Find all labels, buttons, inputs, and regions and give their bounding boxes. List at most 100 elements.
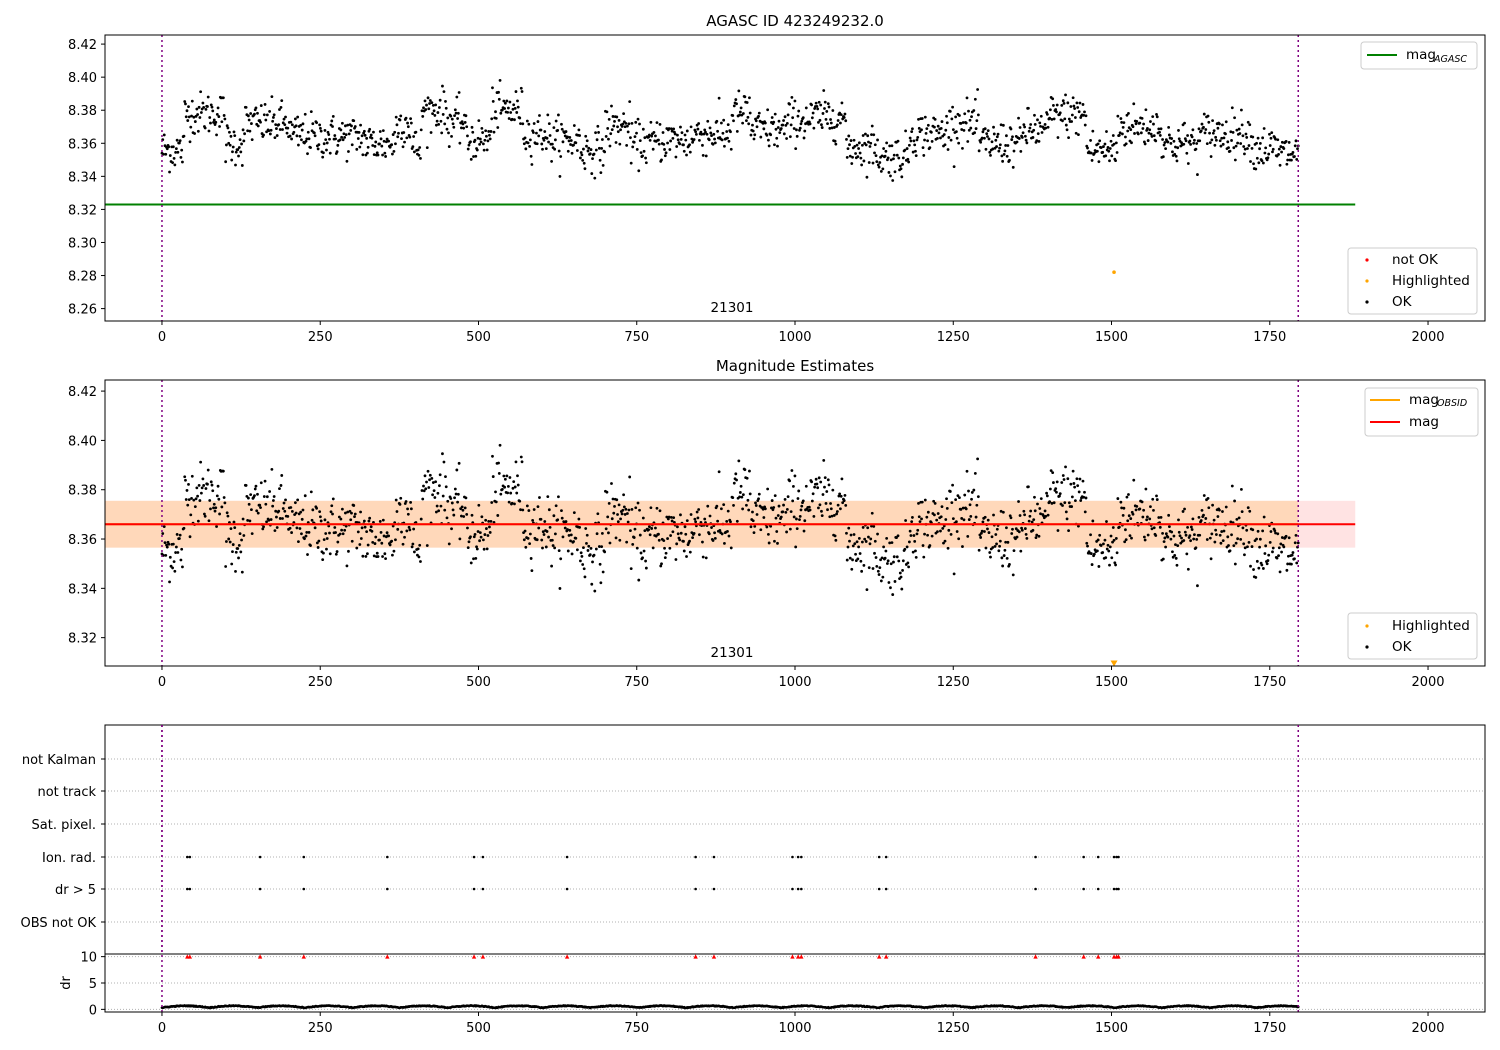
ok-point xyxy=(347,132,351,136)
ok-point xyxy=(1185,151,1189,155)
ok-point xyxy=(525,504,529,508)
ok-point xyxy=(1044,126,1048,130)
ok-point xyxy=(612,124,616,128)
ok-point xyxy=(1105,547,1109,551)
ok-point xyxy=(438,473,442,477)
ok-point xyxy=(217,497,221,501)
ok-point xyxy=(699,521,703,524)
ok-point xyxy=(621,122,625,126)
ok-point xyxy=(450,527,453,531)
ok-point xyxy=(930,534,934,538)
flag-point xyxy=(386,887,389,891)
x-tick-label: 1750 xyxy=(1253,675,1286,690)
ok-point xyxy=(634,120,638,124)
ok-point xyxy=(483,138,487,142)
ok-point xyxy=(282,501,286,505)
ok-point xyxy=(830,514,834,518)
ok-point xyxy=(209,103,213,107)
ok-point xyxy=(777,504,781,508)
ok-point xyxy=(916,528,920,532)
ok-point xyxy=(417,153,421,157)
ok-point xyxy=(972,488,976,492)
ok-point xyxy=(1121,126,1125,129)
ok-point xyxy=(201,101,205,105)
ok-point xyxy=(980,136,984,140)
ok-point xyxy=(1039,512,1042,516)
ok-point xyxy=(361,554,365,558)
ok-point xyxy=(163,541,167,545)
ok-point xyxy=(668,148,672,151)
ok-point xyxy=(319,519,323,523)
ok-point xyxy=(903,547,907,551)
ok-point xyxy=(171,542,175,546)
ok-point xyxy=(183,100,187,103)
ok-point xyxy=(708,514,712,518)
ok-point xyxy=(859,156,863,160)
y-tick-label: 8.34 xyxy=(68,170,97,185)
ok-point xyxy=(459,514,463,518)
ok-point xyxy=(979,140,983,144)
axes-frame xyxy=(104,34,1486,322)
ok-point xyxy=(628,475,632,479)
ok-point xyxy=(1023,134,1027,138)
ok-point xyxy=(729,546,733,550)
ok-point xyxy=(404,116,408,120)
ok-point xyxy=(297,143,300,147)
ok-point xyxy=(426,469,430,473)
ok-point xyxy=(609,132,613,136)
ok-point xyxy=(915,138,919,142)
ok-point xyxy=(1115,551,1119,555)
ok-point xyxy=(1207,506,1211,510)
ok-point xyxy=(672,520,676,524)
ok-point xyxy=(871,161,875,165)
ok-point xyxy=(524,545,528,549)
ok-point xyxy=(433,496,437,499)
ok-point xyxy=(1006,540,1010,544)
ok-point xyxy=(816,486,820,490)
ok-point xyxy=(1287,153,1290,157)
ok-point xyxy=(1001,564,1005,568)
ok-point xyxy=(567,139,571,143)
ok-point xyxy=(943,143,947,147)
ok-point xyxy=(542,138,546,142)
ok-point xyxy=(315,121,319,125)
ok-point xyxy=(1127,493,1130,496)
ok-point xyxy=(1158,130,1161,134)
ok-point xyxy=(926,533,929,537)
ok-point xyxy=(765,133,769,137)
ok-point xyxy=(873,551,876,555)
ok-point xyxy=(989,153,992,157)
ok-point xyxy=(1293,155,1296,158)
dr-clipped-point xyxy=(1096,954,1101,959)
ok-point xyxy=(1175,159,1179,163)
ok-point xyxy=(1077,133,1080,137)
ok-point xyxy=(335,550,339,553)
ok-point xyxy=(791,116,795,120)
ok-point xyxy=(480,126,484,130)
flag-point xyxy=(791,887,794,891)
ok-point xyxy=(278,487,281,491)
ok-point xyxy=(1193,138,1196,142)
ok-point xyxy=(1075,101,1079,105)
ok-point xyxy=(773,143,776,147)
ok-point xyxy=(1164,147,1168,151)
ok-point xyxy=(381,518,385,522)
ok-point xyxy=(1127,112,1130,115)
ok-point xyxy=(387,139,391,143)
y-tick-label: 8.32 xyxy=(68,632,97,647)
ok-point xyxy=(1218,139,1222,143)
ok-point xyxy=(1159,516,1163,519)
ok-point xyxy=(1197,516,1201,519)
ok-point xyxy=(1260,159,1264,163)
ok-point xyxy=(614,141,618,144)
ok-point xyxy=(739,106,743,110)
ok-point xyxy=(1185,552,1189,556)
ok-point xyxy=(1164,532,1168,536)
ok-point xyxy=(1249,564,1252,568)
ok-point xyxy=(295,134,299,138)
ok-point xyxy=(198,116,202,119)
ok-point xyxy=(1194,546,1198,550)
ok-point xyxy=(967,489,970,493)
ok-point xyxy=(674,558,678,561)
